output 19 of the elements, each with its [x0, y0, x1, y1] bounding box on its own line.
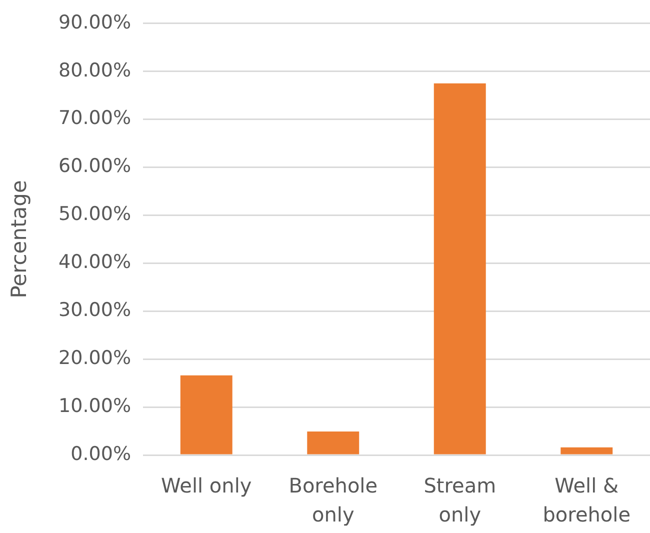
bar: [434, 83, 486, 454]
y-axis-title: Percentage: [7, 180, 32, 298]
x-tick-label: Stream only: [424, 474, 496, 527]
y-tick-label: 20.00%: [58, 347, 131, 370]
x-tick-label: Borehole only: [288, 474, 378, 527]
y-tick-label: 60.00%: [58, 155, 131, 178]
y-tick-label: 80.00%: [58, 59, 131, 82]
y-tick-label: 10.00%: [58, 394, 131, 417]
y-tick-label: 40.00%: [58, 251, 131, 274]
y-tick-label: 30.00%: [58, 299, 131, 322]
x-tick-label: Well only: [161, 474, 252, 498]
y-tick-label: 0.00%: [70, 442, 131, 465]
bar: [560, 447, 613, 454]
y-tick-label: 50.00%: [58, 203, 131, 226]
x-tick-label: Well & borehole: [542, 474, 631, 527]
y-tick-label: 90.00%: [58, 11, 131, 34]
bar: [180, 375, 232, 454]
bar: [307, 432, 360, 454]
y-tick-label: 70.00%: [58, 107, 131, 130]
